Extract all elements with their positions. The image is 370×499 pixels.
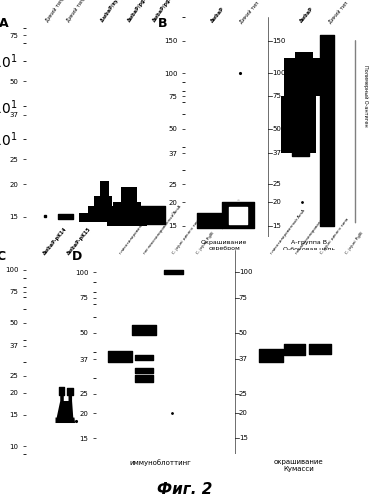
Text: 50: 50 [272, 126, 281, 132]
Text: гликозилированный AcsA: гликозилированный AcsA [269, 209, 306, 255]
Text: Дикий тип: Дикий тип [327, 0, 349, 24]
Polygon shape [79, 181, 124, 222]
Text: C. jejuni PglB: C. jejuni PglB [196, 231, 215, 255]
Text: 75: 75 [272, 93, 281, 99]
Text: ΔwbaP: ΔwbaP [210, 6, 226, 24]
Text: C. jejuni PglB: C. jejuni PglB [345, 231, 365, 255]
Text: 15: 15 [239, 435, 248, 441]
Text: 25: 25 [239, 391, 248, 397]
Text: 25: 25 [272, 182, 281, 188]
Text: иммуноблоттинг: иммуноблоттинг [129, 459, 191, 466]
Polygon shape [281, 52, 320, 153]
Text: ΔwbaP: ΔwbaP [299, 6, 314, 24]
Text: Дикий тип: Дикий тип [238, 0, 260, 24]
Text: 15: 15 [272, 223, 281, 229]
Text: негликозилированный AcsA: негликозилированный AcsA [143, 205, 182, 255]
Text: 20: 20 [272, 200, 281, 206]
Text: ΔwbaP/pglmut4: ΔwbaP/pglmut4 [127, 0, 156, 22]
Text: 50: 50 [239, 330, 248, 336]
Text: D: D [72, 250, 83, 262]
Text: C. jejuni дикого типа: C. jejuni дикого типа [320, 217, 350, 255]
Text: ΔwbaP-pK14: ΔwbaP-pK14 [43, 226, 68, 255]
Text: гликозилированный AcsA: гликозилированный AcsA [119, 209, 155, 255]
Text: C. jejuni дикого типа: C. jejuni дикого типа [172, 217, 202, 255]
Polygon shape [107, 187, 147, 226]
Text: негликозилированный AcsA: негликозилированный AcsA [295, 205, 334, 255]
Text: А-группа В
О-боковая цепь: А-группа В О-боковая цепь [283, 240, 335, 251]
Text: ΔwbaP-pK15: ΔwbaP-pK15 [66, 226, 92, 255]
Text: 100: 100 [272, 70, 286, 76]
Text: 37: 37 [272, 150, 281, 156]
Text: 75: 75 [239, 294, 248, 300]
Text: Полимерный О-антиген: Полимерный О-антиген [363, 65, 368, 127]
Text: A: A [0, 17, 9, 30]
Text: Фиг. 2: Фиг. 2 [157, 482, 213, 497]
Text: Дикий тип/pglmut: Дикий тип/pglmut [66, 0, 97, 22]
Text: ΔwbaP/пустой вектор: ΔwbaP/пустой вектор [100, 0, 139, 22]
Text: ΔwbaP/pgl3mut4: ΔwbaP/pgl3mut4 [152, 0, 183, 22]
Text: 100: 100 [239, 269, 252, 275]
Text: 20: 20 [239, 410, 248, 416]
Text: 150: 150 [272, 37, 285, 43]
Text: Дикий тип/пустой вектор: Дикий тип/пустой вектор [45, 0, 87, 22]
Text: Окрашивание
серебром: Окрашивание серебром [201, 240, 247, 251]
Text: C: C [0, 250, 6, 262]
Text: B: B [158, 17, 168, 30]
Polygon shape [56, 395, 75, 423]
Text: окрашивание
Кумасси: окрашивание Кумасси [274, 459, 323, 472]
Text: 37: 37 [239, 356, 248, 362]
